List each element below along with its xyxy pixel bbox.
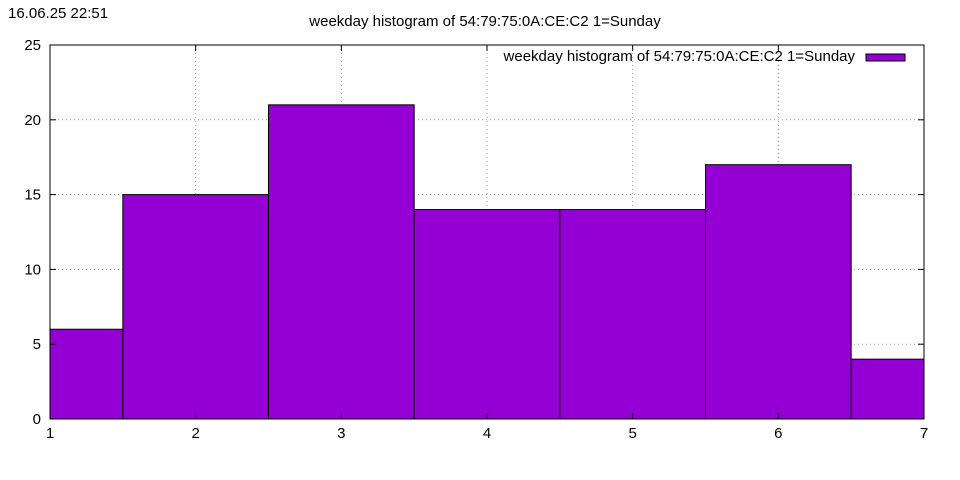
x-tick-label: 7 (920, 425, 928, 442)
x-tick-label: 5 (628, 425, 636, 442)
axis-ticks: 1 2 3 4 5 6 7 0 5 10 15 20 25 (24, 37, 928, 442)
y-tick-label: 10 (24, 261, 41, 278)
chart-title: weekday histogram of 54:79:75:0A:CE:C2 1… (308, 13, 661, 30)
x-tick-label: 1 (46, 425, 54, 442)
x-tick-label: 6 (774, 425, 782, 442)
bar-weekday-4 (413, 209, 561, 420)
y-tick-label: 25 (24, 37, 41, 54)
y-tick-label: 5 (33, 336, 41, 353)
timestamp-label: 16.06.25 22:51 (8, 5, 108, 22)
y-tick-label: 0 (33, 411, 41, 428)
y-tick-label: 15 (24, 187, 41, 204)
bar-weekday-2 (122, 194, 270, 420)
bar-weekday-6 (705, 164, 852, 420)
x-tick-label: 2 (191, 425, 199, 442)
legend-swatch (865, 53, 906, 62)
legend: weekday histogram of 54:79:75:0A:CE:C2 1… (503, 48, 906, 65)
bar-weekday-5 (559, 209, 706, 420)
x-tick-label: 4 (483, 425, 491, 442)
bar-weekday-1 (49, 328, 124, 420)
bars (49, 104, 925, 420)
legend-label: weekday histogram of 54:79:75:0A:CE:C2 1… (503, 48, 856, 65)
y-tick-label: 20 (24, 112, 41, 129)
x-tick-label: 3 (337, 425, 345, 442)
bar-weekday-3 (268, 104, 415, 420)
bar-weekday-7 (850, 358, 925, 420)
